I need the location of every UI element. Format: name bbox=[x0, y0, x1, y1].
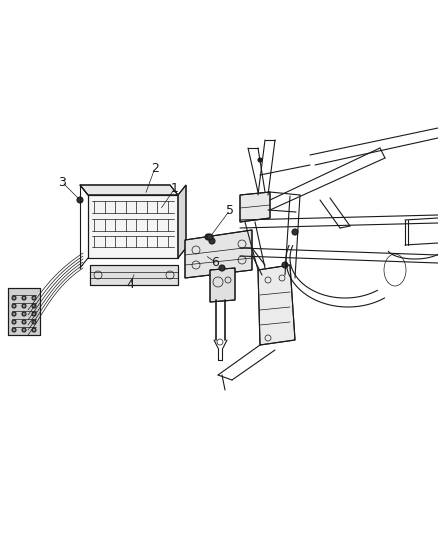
Text: 4: 4 bbox=[126, 279, 134, 292]
Circle shape bbox=[219, 265, 225, 271]
Circle shape bbox=[22, 312, 26, 316]
Circle shape bbox=[282, 262, 288, 268]
Text: 1: 1 bbox=[171, 182, 179, 195]
Polygon shape bbox=[80, 185, 178, 195]
Text: 2: 2 bbox=[151, 161, 159, 174]
Polygon shape bbox=[178, 185, 186, 258]
Circle shape bbox=[207, 234, 213, 240]
Polygon shape bbox=[240, 192, 270, 222]
Circle shape bbox=[22, 328, 26, 332]
Polygon shape bbox=[88, 195, 178, 258]
Circle shape bbox=[205, 234, 211, 240]
Circle shape bbox=[22, 304, 26, 308]
Text: 5: 5 bbox=[226, 204, 234, 216]
Circle shape bbox=[12, 320, 16, 324]
Circle shape bbox=[12, 312, 16, 316]
Circle shape bbox=[32, 312, 36, 316]
Polygon shape bbox=[210, 268, 235, 302]
Circle shape bbox=[12, 304, 16, 308]
Circle shape bbox=[12, 328, 16, 332]
Circle shape bbox=[292, 229, 298, 235]
Circle shape bbox=[209, 238, 215, 244]
Circle shape bbox=[258, 158, 262, 162]
Text: 6: 6 bbox=[211, 255, 219, 269]
Circle shape bbox=[22, 320, 26, 324]
Circle shape bbox=[77, 197, 83, 203]
Circle shape bbox=[32, 320, 36, 324]
Circle shape bbox=[22, 296, 26, 300]
Polygon shape bbox=[185, 230, 252, 278]
Circle shape bbox=[32, 296, 36, 300]
Circle shape bbox=[32, 328, 36, 332]
Text: 3: 3 bbox=[58, 175, 66, 189]
Polygon shape bbox=[258, 265, 295, 345]
Circle shape bbox=[32, 304, 36, 308]
Polygon shape bbox=[90, 265, 178, 285]
Polygon shape bbox=[8, 288, 40, 335]
Circle shape bbox=[12, 296, 16, 300]
